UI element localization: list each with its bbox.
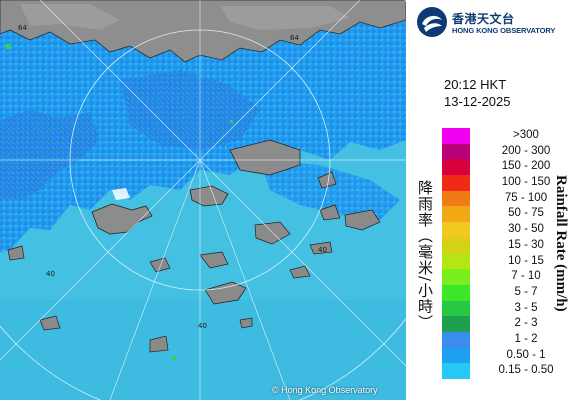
legend-item: 0.50 - 1 bbox=[442, 347, 572, 364]
ring-label: 64 bbox=[290, 34, 299, 42]
legend-title-english: Rainfall Rate (mm/h) bbox=[553, 175, 569, 312]
rain-band-mid bbox=[120, 70, 260, 150]
observation-date: 13-12-2025 bbox=[444, 94, 511, 109]
legend-range-label: 15 - 30 bbox=[508, 238, 544, 251]
legend-item: 0.15 - 0.50 bbox=[442, 363, 572, 379]
legend-item: 50 - 75 bbox=[442, 206, 572, 223]
legend-range-label: 50 - 75 bbox=[508, 207, 544, 220]
hk-island bbox=[189, 185, 229, 207]
rain-band-right bbox=[260, 160, 400, 220]
legend-panel: 香港天文台 HONG KONG OBSERVATORY 20:12 HKT 13… bbox=[406, 0, 577, 400]
legend-swatch bbox=[442, 316, 470, 332]
legend-swatch bbox=[442, 143, 470, 160]
legend-item: 5 - 7 bbox=[442, 284, 572, 301]
legend-item: 10 - 15 bbox=[442, 253, 572, 270]
legend-range-label: 5 - 7 bbox=[514, 285, 538, 298]
legend-item: 100 - 150 bbox=[442, 175, 572, 191]
lantau bbox=[91, 203, 153, 235]
legend-item: 30 - 50 bbox=[442, 222, 572, 238]
logo-english: HONG KONG OBSERVATORY bbox=[452, 26, 556, 35]
legend-range-label: 100 - 150 bbox=[501, 176, 551, 189]
legend-swatch bbox=[442, 253, 470, 270]
airport-patch bbox=[112, 188, 130, 200]
legend-item: 2 - 3 bbox=[442, 316, 572, 332]
legend-range-label: 3 - 5 bbox=[514, 301, 538, 314]
radial-lines bbox=[0, 0, 406, 400]
legend-swatch bbox=[442, 284, 470, 301]
islands bbox=[7, 171, 381, 353]
rainfall-legend: >300 200 - 300 150 - 200 100 - 150 75 - 100 5… bbox=[442, 128, 572, 379]
rain-band-left bbox=[0, 110, 100, 200]
legend-swatch bbox=[442, 347, 470, 364]
ring-label: 40 bbox=[198, 322, 207, 330]
radar-svg: 64 40 40 40 64 bbox=[0, 0, 406, 400]
legend-item: 15 - 30 bbox=[442, 237, 572, 254]
legend-title-chinese: 降雨率（毫米/小時） bbox=[416, 180, 434, 331]
ring-label: 64 bbox=[18, 24, 27, 32]
legend-swatch bbox=[442, 190, 470, 207]
legend-range-label: 30 - 50 bbox=[508, 223, 544, 236]
legend-range-label: 200 - 300 bbox=[501, 144, 551, 157]
logo-chinese: 香港天文台 bbox=[452, 12, 515, 26]
legend-swatch bbox=[442, 363, 470, 379]
legend-swatch bbox=[442, 300, 470, 317]
legend-item: 75 - 100 bbox=[442, 190, 572, 207]
observation-time: 20:12 HKT bbox=[444, 77, 507, 92]
legend-range-label: 2 - 3 bbox=[514, 317, 538, 330]
legend-swatch bbox=[442, 331, 470, 348]
legend-item: 1 - 2 bbox=[442, 331, 572, 348]
ring-label: 40 bbox=[318, 246, 327, 254]
legend-item: 150 - 200 bbox=[442, 159, 572, 176]
legend-swatch bbox=[442, 128, 470, 144]
legend-range-label: 10 - 15 bbox=[508, 254, 544, 267]
legend-swatch bbox=[442, 159, 470, 176]
legend-range-label: 0.15 - 0.50 bbox=[498, 364, 554, 377]
legend-item: >300 bbox=[442, 128, 572, 144]
legend-swatch bbox=[442, 175, 470, 191]
legend-swatch bbox=[442, 206, 470, 223]
legend-range-label: 7 - 10 bbox=[511, 270, 541, 283]
legend-swatch bbox=[442, 237, 470, 254]
hko-emblem-icon bbox=[417, 7, 447, 37]
hko-logo[interactable]: 香港天文台 HONG KONG OBSERVATORY bbox=[416, 6, 576, 42]
legend-range-label: >300 bbox=[513, 129, 539, 141]
radar-map[interactable]: 64 40 40 40 64 © Hong Kong Observatory bbox=[0, 0, 406, 400]
legend-range-label: 75 - 100 bbox=[504, 191, 548, 204]
legend-item: 7 - 10 bbox=[442, 269, 572, 285]
copyright-text: © Hong Kong Observatory bbox=[272, 385, 378, 395]
legend-swatch bbox=[442, 222, 470, 238]
ring-label: 40 bbox=[46, 270, 55, 278]
green-cells bbox=[6, 44, 233, 360]
legend-range-label: 0.50 - 1 bbox=[506, 348, 546, 361]
legend-item: 3 - 5 bbox=[442, 300, 572, 317]
legend-range-label: 150 - 200 bbox=[501, 160, 551, 173]
legend-item: 200 - 300 bbox=[442, 143, 572, 160]
legend-swatch bbox=[442, 269, 470, 285]
legend-range-label: 1 - 2 bbox=[514, 332, 538, 345]
